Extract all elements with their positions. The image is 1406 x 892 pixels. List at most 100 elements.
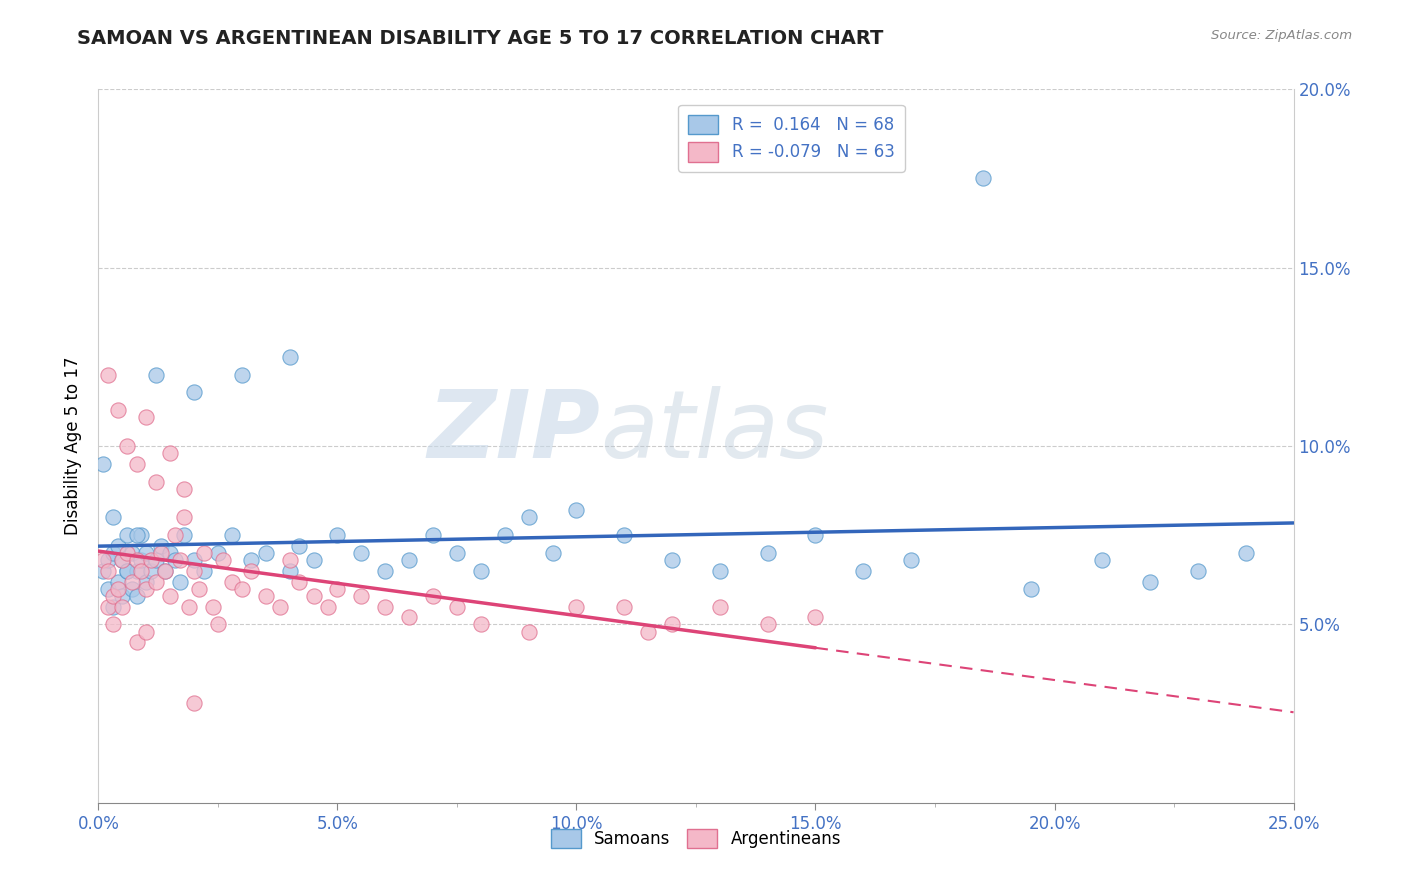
Text: ZIP: ZIP [427,385,600,478]
Point [97,582,120,596]
Point [97,368,120,382]
Point [111,553,134,567]
Point [135,410,157,425]
Point [159,546,181,560]
Y-axis label: Disability Age 5 to 17: Disability Age 5 to 17 [63,357,82,535]
Point [254,589,277,603]
Point [107,582,129,596]
Point [115,546,138,560]
Point [101,546,124,560]
Point [326,582,349,596]
Point [278,564,301,578]
Point [446,546,468,560]
Point [173,510,195,524]
Point [221,528,243,542]
Point [115,439,138,453]
Point [350,546,373,560]
Point [661,553,683,567]
Point [221,574,243,589]
Point [121,546,143,560]
Point [169,574,191,589]
Point [1091,553,1114,567]
Point [145,475,167,489]
Point [288,574,311,589]
Point [139,553,162,567]
Point [125,457,148,471]
Point [852,564,875,578]
Point [422,528,444,542]
Point [565,599,588,614]
Point [517,510,540,524]
Point [398,610,420,624]
Point [131,553,153,567]
Point [135,574,157,589]
Point [111,553,134,567]
Point [101,510,124,524]
Point [804,610,827,624]
Point [173,482,195,496]
Point [145,553,167,567]
Point [240,564,263,578]
Point [202,599,225,614]
Point [804,528,827,542]
Point [169,553,191,567]
Point [183,385,205,400]
Point [1019,582,1042,596]
Point [173,528,195,542]
Point [101,599,124,614]
Point [111,599,134,614]
Point [288,539,311,553]
Point [269,599,291,614]
Point [179,599,201,614]
Point [302,553,325,567]
Point [97,599,120,614]
Point [107,539,129,553]
Point [91,564,114,578]
Point [211,553,233,567]
Point [231,368,253,382]
Point [135,546,157,560]
Point [121,582,143,596]
Point [1234,546,1257,560]
Point [517,624,540,639]
Text: Source: ZipAtlas.com: Source: ZipAtlas.com [1212,29,1353,42]
Point [183,553,205,567]
Text: SAMOAN VS ARGENTINEAN DISABILITY AGE 5 TO 17 CORRELATION CHART: SAMOAN VS ARGENTINEAN DISABILITY AGE 5 T… [77,29,884,47]
Point [565,503,588,517]
Point [121,574,143,589]
Point [900,553,922,567]
Point [139,564,162,578]
Point [131,564,153,578]
Point [125,553,148,567]
Point [115,564,138,578]
Point [101,589,124,603]
Point [278,350,301,364]
Point [115,564,138,578]
Point [207,617,229,632]
Point [125,635,148,649]
Point [125,564,148,578]
Point [111,589,134,603]
Point [661,617,683,632]
Point [135,624,157,639]
Point [541,546,564,560]
Point [613,599,636,614]
Point [613,528,636,542]
Point [278,553,301,567]
Point [1139,574,1161,589]
Point [125,528,148,542]
Point [149,546,172,560]
Point [470,617,492,632]
Point [494,528,516,542]
Point [149,539,172,553]
Point [398,553,420,567]
Point [101,617,124,632]
Point [155,564,177,578]
Point [163,528,186,542]
Point [709,599,731,614]
Point [107,574,129,589]
Point [637,624,659,639]
Point [374,564,396,578]
Point [135,582,157,596]
Point [97,553,120,567]
